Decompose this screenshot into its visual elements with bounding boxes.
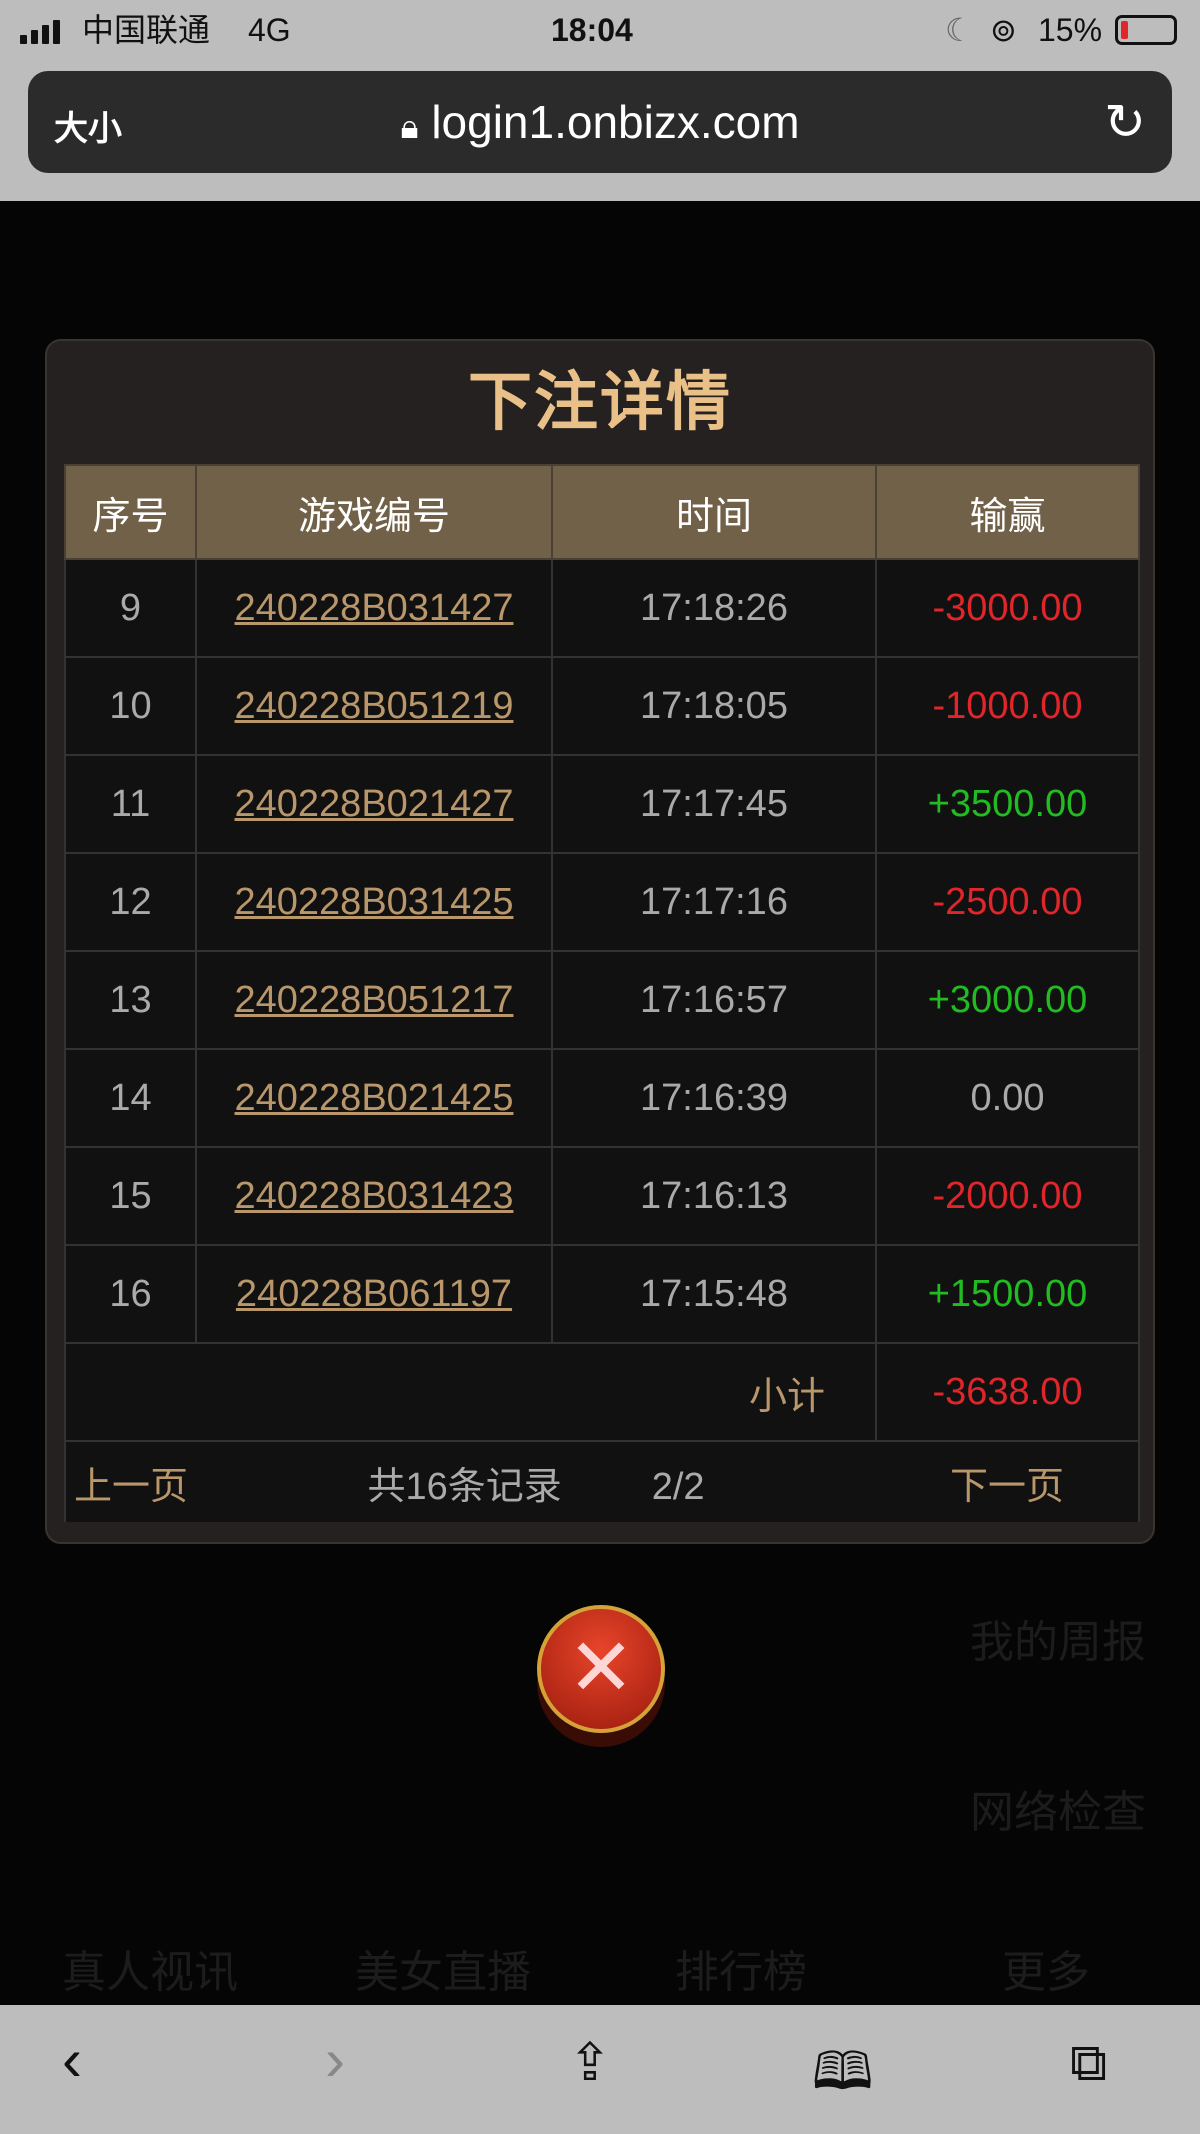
share-icon[interactable]: ⇪ [568, 2034, 612, 2092]
nav-item: 真人视讯 [62, 1948, 238, 1997]
rotation-lock-icon: ⊚ [990, 12, 1017, 48]
side-item: 我的周报 [970, 1618, 1146, 1667]
win-loss: 0.00 [875, 1048, 1140, 1148]
game-id-link[interactable]: 240228B051219 [234, 684, 514, 727]
game-id-link[interactable]: 240228B031423 [234, 1174, 514, 1217]
bet-details-modal: 下注详情 序号 游戏编号 时间 输赢 9 240228B031427 17:18… [45, 339, 1155, 1544]
record-count: 共16条记录 [367, 1465, 562, 1508]
win-loss: -3000.00 [875, 558, 1140, 658]
win-loss: +3000.00 [875, 950, 1140, 1050]
bet-table: 序号 游戏编号 时间 输赢 9 240228B031427 17:18:26 -… [64, 464, 1140, 1522]
carrier: 中国联通 [82, 12, 211, 48]
lock-icon: 🔒︎ [400, 108, 419, 146]
pagination: 上一页 共16条记录 2/2 下一页 [64, 1440, 1140, 1522]
next-page-button[interactable]: 下一页 [876, 1440, 1140, 1522]
address-bar[interactable]: 大小 🔒︎ login1.onbizx.com ↻ [28, 71, 1172, 173]
close-button[interactable]: ✕ [537, 1605, 665, 1733]
game-id-link[interactable]: 240228B051217 [234, 978, 514, 1021]
subtotal-value: -3638.00 [875, 1342, 1140, 1442]
page-indicator: 2/2 [651, 1465, 705, 1508]
text-size-button[interactable]: 大小 [54, 110, 122, 148]
row-number: 13 [64, 950, 197, 1050]
row-number: 15 [64, 1146, 197, 1246]
row-number: 11 [64, 754, 197, 854]
network: 4G [248, 12, 291, 48]
back-icon[interactable]: ‹ [62, 2026, 82, 2093]
nav-item: 美女直播 [355, 1948, 531, 1997]
table-row: 15 240228B031423 17:16:13 -2000.00 [64, 1146, 1140, 1246]
nav-item: 更多 [1002, 1948, 1090, 1997]
row-number: 10 [64, 656, 197, 756]
game-id-link[interactable]: 240228B031425 [234, 880, 514, 923]
nav-item: 排行榜 [675, 1948, 807, 1997]
row-number: 9 [64, 558, 197, 658]
bet-time: 17:15:48 [551, 1244, 877, 1344]
table-header: 序号 游戏编号 时间 输赢 [64, 464, 1140, 560]
bet-time: 17:18:26 [551, 558, 877, 658]
game-id-link[interactable]: 240228B031427 [234, 586, 514, 629]
row-number: 14 [64, 1048, 197, 1148]
col-header: 序号 [64, 464, 197, 560]
table-row: 11 240228B021427 17:17:45 +3500.00 [64, 754, 1140, 854]
col-header: 游戏编号 [195, 464, 553, 560]
bookmarks-icon[interactable]: 🕮︎ [812, 2043, 874, 2101]
bet-time: 17:17:45 [551, 754, 877, 854]
col-header: 时间 [551, 464, 877, 560]
win-loss: -2000.00 [875, 1146, 1140, 1246]
win-loss: -1000.00 [875, 656, 1140, 756]
bet-time: 17:18:05 [551, 656, 877, 756]
side-item: 网络检查 [970, 1788, 1146, 1837]
subtotal-row: 小计 -3638.00 [64, 1342, 1140, 1442]
table-row: 14 240228B021425 17:16:39 0.00 [64, 1048, 1140, 1148]
col-header: 输赢 [875, 464, 1140, 560]
moon-icon: ☾ [945, 12, 974, 48]
subtotal-label: 小计 [64, 1342, 877, 1442]
win-loss: -2500.00 [875, 852, 1140, 952]
reload-icon[interactable]: ↻ [1104, 94, 1146, 150]
bet-time: 17:16:39 [551, 1048, 877, 1148]
browser-chrome: 中国联通 4G 18:04 ☾ ⊚ 15% 大小 🔒︎ login1.onbiz… [0, 0, 1200, 201]
game-id-link[interactable]: 240228B061197 [235, 1272, 513, 1315]
browser-toolbar: ‹ › ⇪ 🕮︎ ⧉ [0, 2005, 1200, 2134]
forward-icon[interactable]: › [325, 2026, 345, 2093]
row-number: 16 [64, 1244, 197, 1344]
game-id-link[interactable]: 240228B021425 [234, 1076, 514, 1119]
row-number: 12 [64, 852, 197, 952]
bet-time: 17:16:13 [551, 1146, 877, 1246]
win-loss: +3500.00 [875, 754, 1140, 854]
table-row: 10 240228B051219 17:18:05 -1000.00 [64, 656, 1140, 756]
modal-title: 下注详情 [468, 366, 732, 438]
battery-percent: 15% [1038, 12, 1103, 48]
game-id-link[interactable]: 240228B021427 [234, 782, 514, 825]
table-row: 13 240228B051217 17:16:57 +3000.00 [64, 950, 1140, 1050]
table-row: 16 240228B061197 17:15:48 +1500.00 [64, 1244, 1140, 1344]
table-row: 12 240228B031425 17:17:16 -2500.00 [64, 852, 1140, 952]
bet-time: 17:17:16 [551, 852, 877, 952]
clock: 18:04 [551, 12, 633, 48]
tabs-icon[interactable]: ⧉ [1070, 2034, 1108, 2092]
battery-icon [1115, 15, 1177, 45]
win-loss: +1500.00 [875, 1244, 1140, 1344]
url-text[interactable]: login1.onbizx.com [431, 96, 800, 148]
close-icon: ✕ [567, 1623, 635, 1712]
signal-icon [20, 18, 60, 44]
prev-page-button[interactable]: 上一页 [64, 1440, 196, 1522]
bet-time: 17:16:57 [551, 950, 877, 1050]
table-row: 9 240228B031427 17:18:26 -3000.00 [64, 558, 1140, 658]
